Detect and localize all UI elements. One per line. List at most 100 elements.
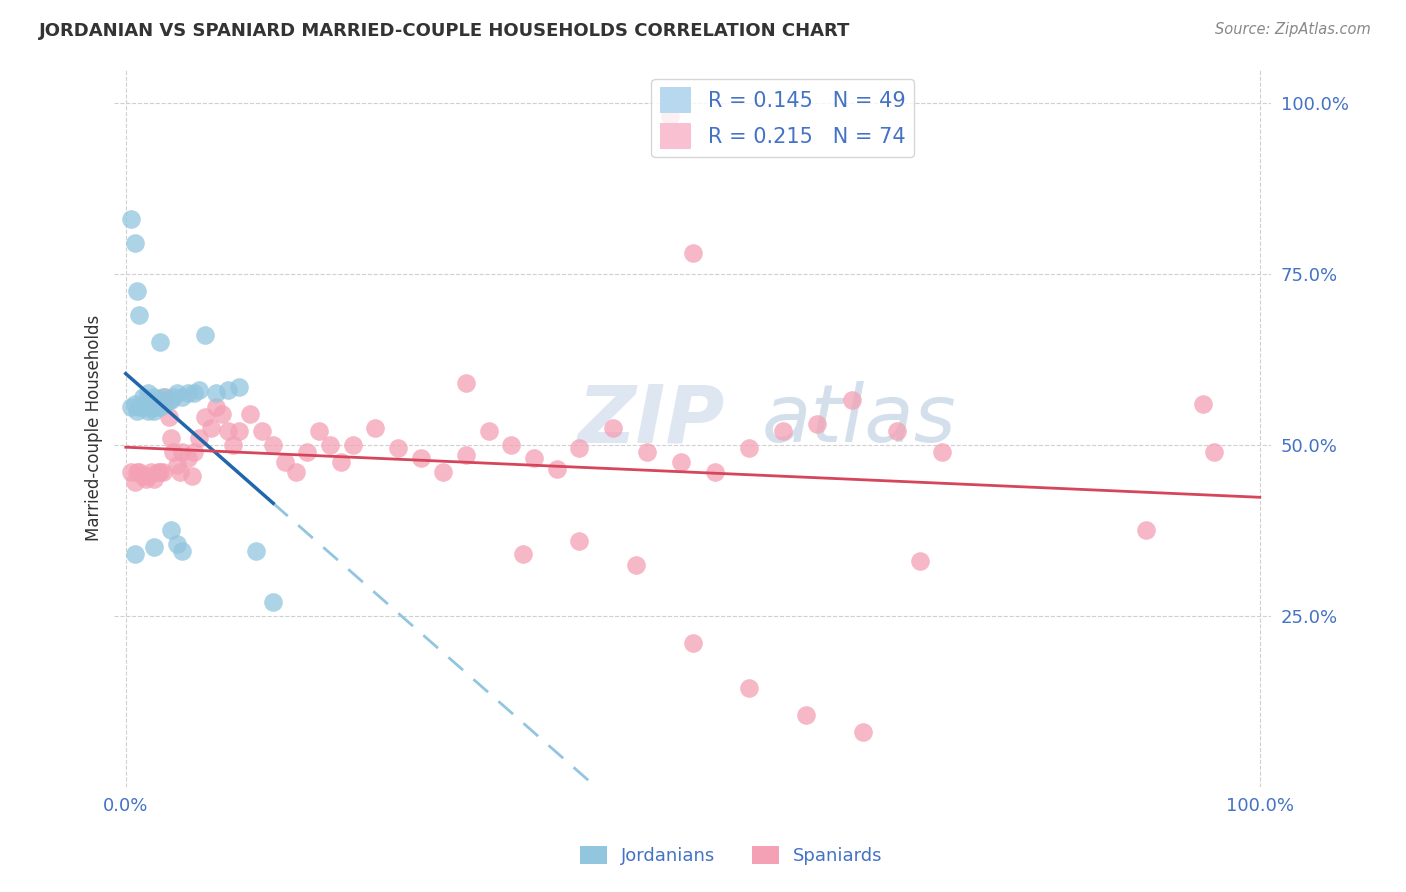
Point: [143, 541, 166, 555]
Point: [149, 335, 172, 350]
Point: [149, 465, 172, 479]
Point: [512, 547, 534, 561]
Point: [295, 444, 318, 458]
Point: [682, 246, 704, 260]
Point: [308, 424, 330, 438]
Point: [124, 397, 146, 411]
Point: [602, 420, 624, 434]
Point: [157, 410, 180, 425]
Point: [194, 328, 217, 343]
Point: [183, 444, 205, 458]
Legend: Jordanians, Spaniards: Jordanians, Spaniards: [572, 838, 890, 872]
Point: [205, 400, 228, 414]
Point: [162, 390, 184, 404]
Point: [146, 393, 169, 408]
Point: [222, 438, 245, 452]
Point: [139, 393, 162, 408]
Point: [523, 451, 546, 466]
Point: [624, 558, 647, 572]
Point: [155, 390, 177, 404]
Point: [143, 472, 166, 486]
Point: [149, 393, 172, 408]
Point: [138, 468, 160, 483]
Point: [138, 403, 160, 417]
Point: [546, 461, 568, 475]
Point: [205, 386, 228, 401]
Point: [1204, 444, 1226, 458]
Point: [794, 708, 817, 723]
Point: [120, 400, 142, 414]
Point: [160, 524, 183, 538]
Point: [160, 431, 183, 445]
Point: [127, 403, 149, 417]
Point: [172, 444, 194, 458]
Point: [166, 537, 188, 551]
Point: [172, 544, 194, 558]
Point: [169, 465, 191, 479]
Point: [124, 475, 146, 490]
Point: [273, 455, 295, 469]
Point: [146, 465, 169, 479]
Point: [772, 424, 794, 438]
Point: [139, 465, 162, 479]
Point: [188, 431, 211, 445]
Point: [152, 465, 174, 479]
Point: [409, 451, 432, 466]
Text: atlas: atlas: [762, 382, 957, 459]
Point: [157, 393, 180, 408]
Point: [134, 400, 156, 414]
Point: [135, 472, 157, 486]
Point: [132, 390, 155, 404]
Point: [659, 110, 682, 124]
Point: [166, 458, 188, 473]
Point: [200, 420, 222, 434]
Point: [162, 444, 184, 458]
Point: [738, 681, 761, 695]
Point: [704, 465, 727, 479]
Point: [194, 410, 217, 425]
Point: [128, 400, 150, 414]
Point: [841, 393, 863, 408]
Point: [127, 465, 149, 479]
Point: [135, 397, 157, 411]
Point: [738, 441, 761, 455]
Point: [478, 424, 501, 438]
Text: JORDANIAN VS SPANIARD MARRIED-COUPLE HOUSEHOLDS CORRELATION CHART: JORDANIAN VS SPANIARD MARRIED-COUPLE HOU…: [39, 22, 851, 40]
Text: Source: ZipAtlas.com: Source: ZipAtlas.com: [1215, 22, 1371, 37]
Point: [127, 284, 149, 298]
Point: [120, 465, 142, 479]
Point: [149, 400, 172, 414]
Point: [568, 533, 591, 548]
Point: [1135, 524, 1157, 538]
Point: [177, 386, 200, 401]
Point: [183, 386, 205, 401]
Point: [120, 212, 142, 227]
Y-axis label: Married-couple Households: Married-couple Households: [86, 315, 103, 541]
Point: [155, 397, 177, 411]
Point: [132, 400, 155, 414]
Point: [262, 595, 284, 609]
Point: [262, 438, 284, 452]
Text: ZIP: ZIP: [576, 382, 724, 459]
Point: [239, 407, 262, 421]
Point: [228, 379, 250, 393]
Point: [319, 438, 342, 452]
Point: [284, 465, 307, 479]
Point: [806, 417, 828, 432]
Point: [330, 455, 353, 469]
Point: [145, 400, 167, 414]
Point: [501, 438, 523, 452]
Point: [852, 725, 875, 739]
Point: [387, 441, 409, 455]
Point: [152, 390, 174, 404]
Point: [177, 451, 200, 466]
Point: [160, 393, 183, 408]
Point: [245, 544, 267, 558]
Point: [211, 407, 233, 421]
Point: [886, 424, 908, 438]
Point: [188, 383, 211, 397]
Point: [568, 441, 591, 455]
Point: [132, 468, 155, 483]
Point: [166, 386, 188, 401]
Point: [139, 400, 162, 414]
